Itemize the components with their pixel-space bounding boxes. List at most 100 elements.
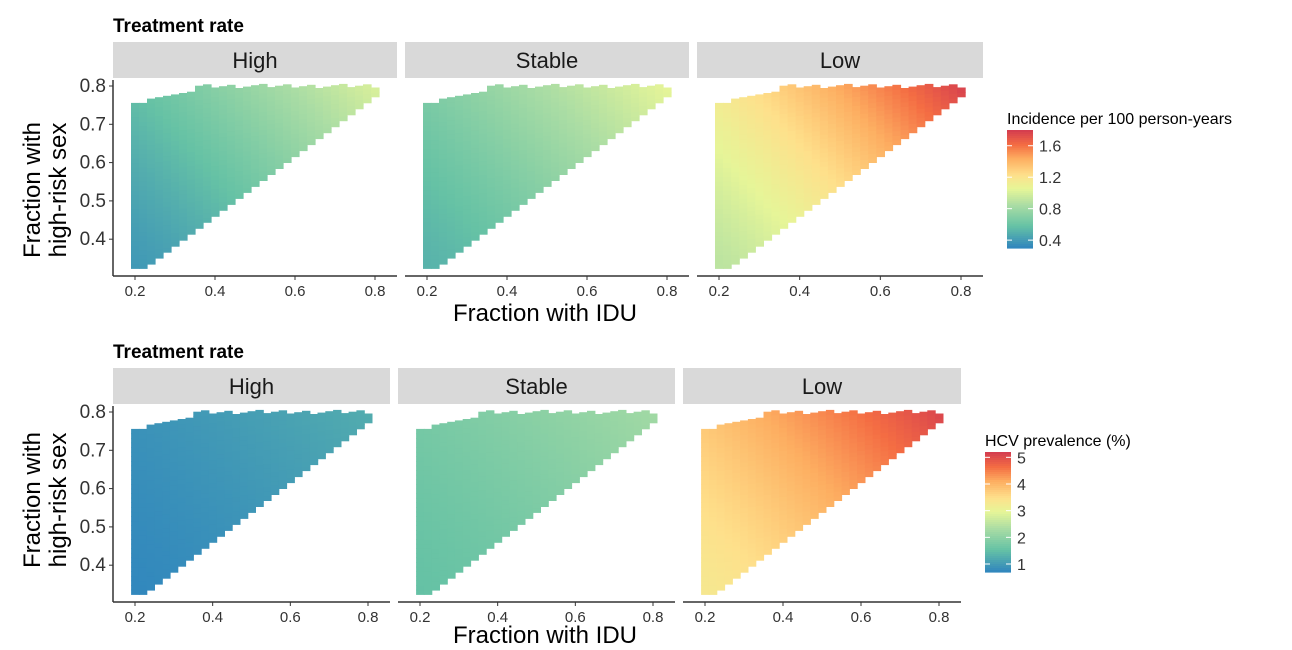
- heatmap-cell: [423, 231, 432, 237]
- heatmap-cell: [739, 248, 748, 254]
- x-tick-label: 0.4: [205, 283, 226, 300]
- heatmap-cell: [486, 410, 495, 416]
- heatmap-cell: [860, 108, 869, 114]
- heatmap-cell: [623, 99, 632, 105]
- heatmap-cell: [739, 97, 748, 103]
- heatmap-cell: [454, 512, 464, 518]
- heatmap-cell: [563, 460, 573, 467]
- heatmap-cell: [227, 190, 236, 196]
- heatmap-cell: [463, 140, 472, 146]
- heatmap-cell: [219, 164, 228, 170]
- heatmap-cell: [471, 235, 480, 241]
- heatmap-cell: [263, 436, 272, 442]
- heatmap-cell: [243, 183, 252, 189]
- heatmap-cell: [216, 448, 225, 455]
- heatmap-cell: [747, 206, 756, 212]
- heatmap-cell: [139, 153, 148, 159]
- heatmap-cell: [732, 495, 741, 501]
- heatmap-cell: [208, 510, 218, 516]
- heatmap-cell: [501, 458, 510, 464]
- heatmap-cell: [594, 450, 604, 456]
- heatmap-cell: [763, 439, 772, 445]
- heatmap-cell: [880, 432, 889, 438]
- heatmap-cell: [794, 410, 804, 416]
- heatmap-cell: [267, 96, 276, 102]
- heatmap-cell: [486, 456, 495, 462]
- heatmap-cell: [779, 491, 788, 497]
- heatmap-cell: [779, 514, 788, 520]
- heatmap-cell: [896, 429, 905, 435]
- heatmap-cell: [185, 472, 194, 478]
- heatmap-cell: [548, 477, 557, 483]
- heatmap-cell: [423, 102, 432, 109]
- heatmap-cell: [786, 412, 796, 418]
- heatmap-cell: [864, 458, 874, 464]
- heatmap-cell: [154, 547, 163, 553]
- heatmap-cell: [462, 492, 472, 498]
- legend-colorbar-segment: [985, 482, 1011, 485]
- heatmap-cell: [423, 511, 433, 517]
- heatmap-cell: [892, 139, 902, 146]
- heatmap-cell: [431, 259, 440, 265]
- heatmap-cell: [723, 158, 732, 164]
- heatmap-cell: [462, 501, 472, 507]
- heatmap-cell: [543, 177, 552, 183]
- heatmap-cell: [841, 457, 850, 463]
- heatmap-cell: [267, 128, 276, 134]
- heatmap-cell: [339, 102, 348, 108]
- heatmap-cell: [232, 496, 241, 502]
- heatmap-cell: [631, 106, 640, 112]
- chart-bottom: Treatment rate Fraction with high-risk s…: [19, 342, 1131, 649]
- heatmap-cell: [193, 457, 202, 463]
- heatmap-cell: [163, 164, 172, 170]
- heatmap-cell: [208, 514, 218, 520]
- heatmap-cell: [333, 423, 342, 429]
- heatmap-cell: [535, 164, 544, 170]
- heatmap-cell: [439, 158, 448, 164]
- heatmap-cell: [211, 110, 220, 116]
- heatmap-cell: [511, 99, 520, 106]
- heatmap-cell: [146, 488, 155, 495]
- heatmap-cell: [251, 177, 260, 183]
- heatmap-cell: [519, 172, 528, 178]
- heatmap-cell: [224, 475, 233, 481]
- heatmap-cell: [235, 156, 244, 163]
- heatmap-cell: [559, 160, 568, 166]
- heatmap-cell: [478, 545, 487, 551]
- heatmap-cell: [224, 521, 233, 527]
- heatmap-cell: [731, 199, 740, 205]
- legend-colorbar-segment: [1007, 230, 1033, 233]
- heatmap-cell: [787, 116, 797, 122]
- heatmap-cell: [802, 464, 811, 470]
- heatmap-cell: [511, 109, 520, 115]
- heatmap-cell: [439, 492, 448, 498]
- heatmap-cell: [786, 458, 796, 464]
- heatmap-cell: [138, 447, 148, 453]
- heatmap-cell: [844, 116, 853, 122]
- heatmap-cell: [146, 525, 155, 531]
- heatmap-cell: [139, 130, 148, 136]
- heatmap-cell: [423, 525, 433, 531]
- heatmap-cell: [724, 423, 733, 429]
- heatmap-cell: [147, 176, 156, 182]
- heatmap-cell: [216, 462, 225, 468]
- heatmap-cell: [833, 449, 843, 455]
- heatmap-cell: [462, 520, 472, 526]
- heatmap-cell: [447, 545, 456, 552]
- heatmap-cell: [779, 496, 788, 502]
- heatmap-cell: [884, 127, 894, 133]
- heatmap-cell: [755, 149, 764, 155]
- heatmap-cell: [739, 115, 748, 121]
- heatmap-cell: [291, 128, 300, 135]
- heatmap-cell: [747, 105, 756, 111]
- heatmap-cell: [771, 529, 780, 535]
- heatmap-cell: [724, 441, 733, 447]
- heatmap-cell: [219, 109, 228, 115]
- heatmap-cell: [900, 129, 910, 135]
- heatmap-cell: [763, 129, 773, 135]
- heatmap-cell: [239, 412, 249, 418]
- heatmap-cell: [755, 190, 764, 197]
- heatmap-cell: [302, 424, 311, 430]
